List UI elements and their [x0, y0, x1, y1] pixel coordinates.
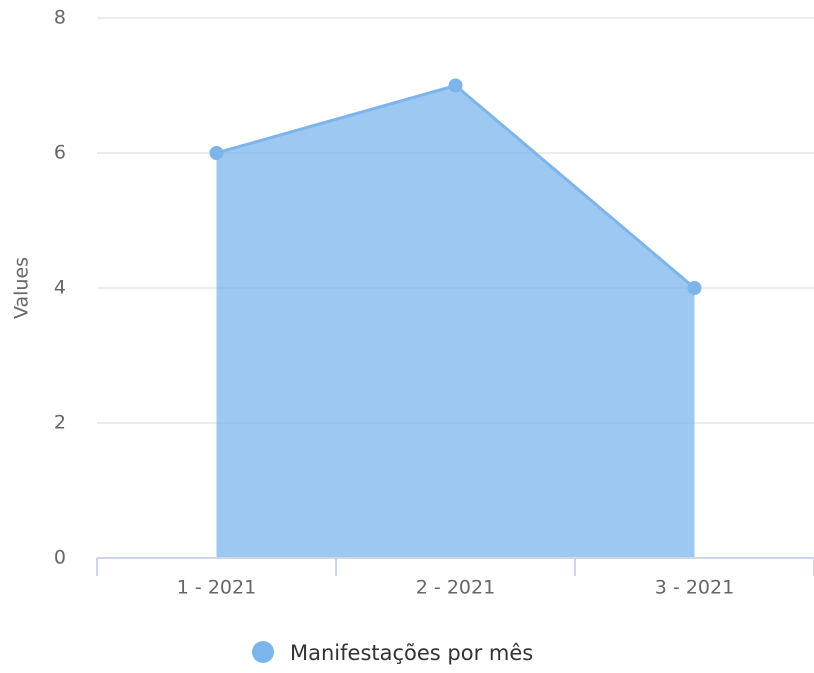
y-tick-label: 0 — [54, 547, 66, 569]
legend-symbol — [252, 641, 274, 663]
x-tick-label: 2 - 2021 — [416, 577, 495, 599]
marker — [687, 281, 702, 295]
y-tick-label: 4 — [54, 277, 66, 299]
y-axis-label: Values — [11, 257, 33, 319]
y-tick-label: 2 — [54, 412, 66, 434]
y-tick-label: 6 — [54, 142, 66, 164]
area — [216, 85, 695, 558]
marker — [209, 146, 224, 160]
x-tick-label: 1 - 2021 — [177, 577, 256, 599]
x-tick-label: 3 - 2021 — [655, 577, 734, 599]
legend-label: Manifestações por mês — [290, 641, 533, 665]
y-tick-label: 8 — [54, 7, 66, 29]
marker — [448, 78, 463, 93]
